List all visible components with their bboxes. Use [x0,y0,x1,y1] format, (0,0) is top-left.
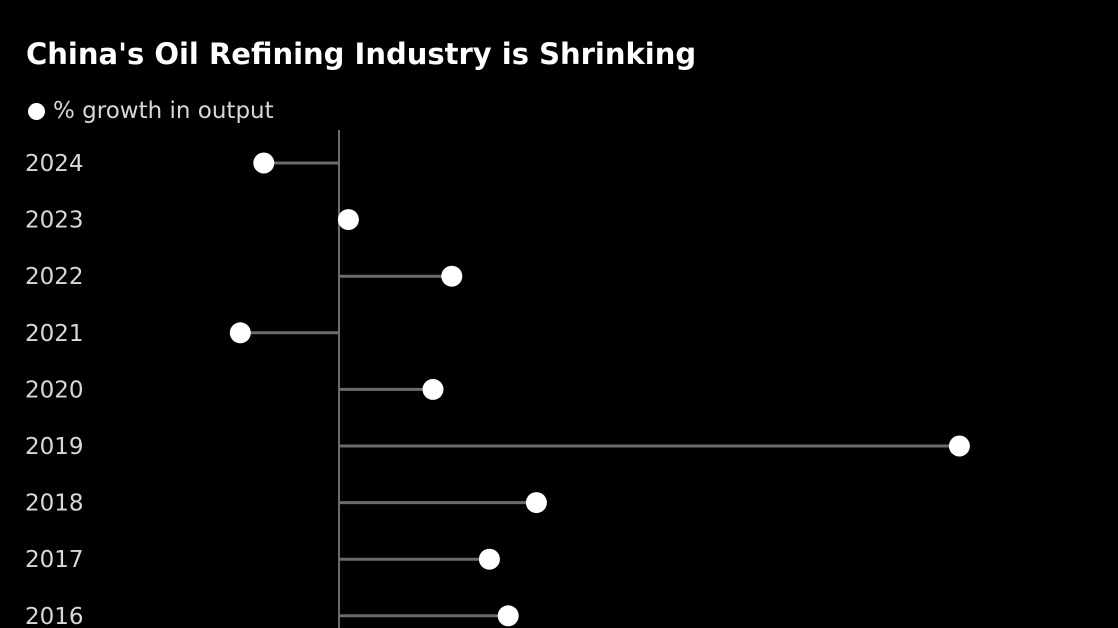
data-point [253,152,275,174]
legend-label: % growth in output [53,98,274,124]
data-point [497,605,519,627]
data-point [337,209,359,231]
y-tick-label: 2021 [25,321,84,347]
legend: % growth in output [28,96,274,126]
y-tick-label: 2017 [25,547,84,573]
chart-title: China's Oil Refining Industry is Shrinki… [26,37,697,71]
y-tick-label: 2019 [25,434,84,460]
data-point [422,378,444,400]
data-point [229,322,251,344]
legend-marker [28,102,45,120]
data-point [478,548,500,570]
y-tick-label: 2018 [25,491,84,517]
y-tick-label: 2024 [25,151,84,177]
data-point [525,492,547,514]
y-tick-label: 2020 [25,377,84,403]
y-tick-label: 2022 [25,264,84,290]
data-point [948,435,970,457]
data-point [441,265,463,287]
y-tick-label: 2016 [25,604,84,628]
y-tick-label: 2023 [25,208,84,234]
